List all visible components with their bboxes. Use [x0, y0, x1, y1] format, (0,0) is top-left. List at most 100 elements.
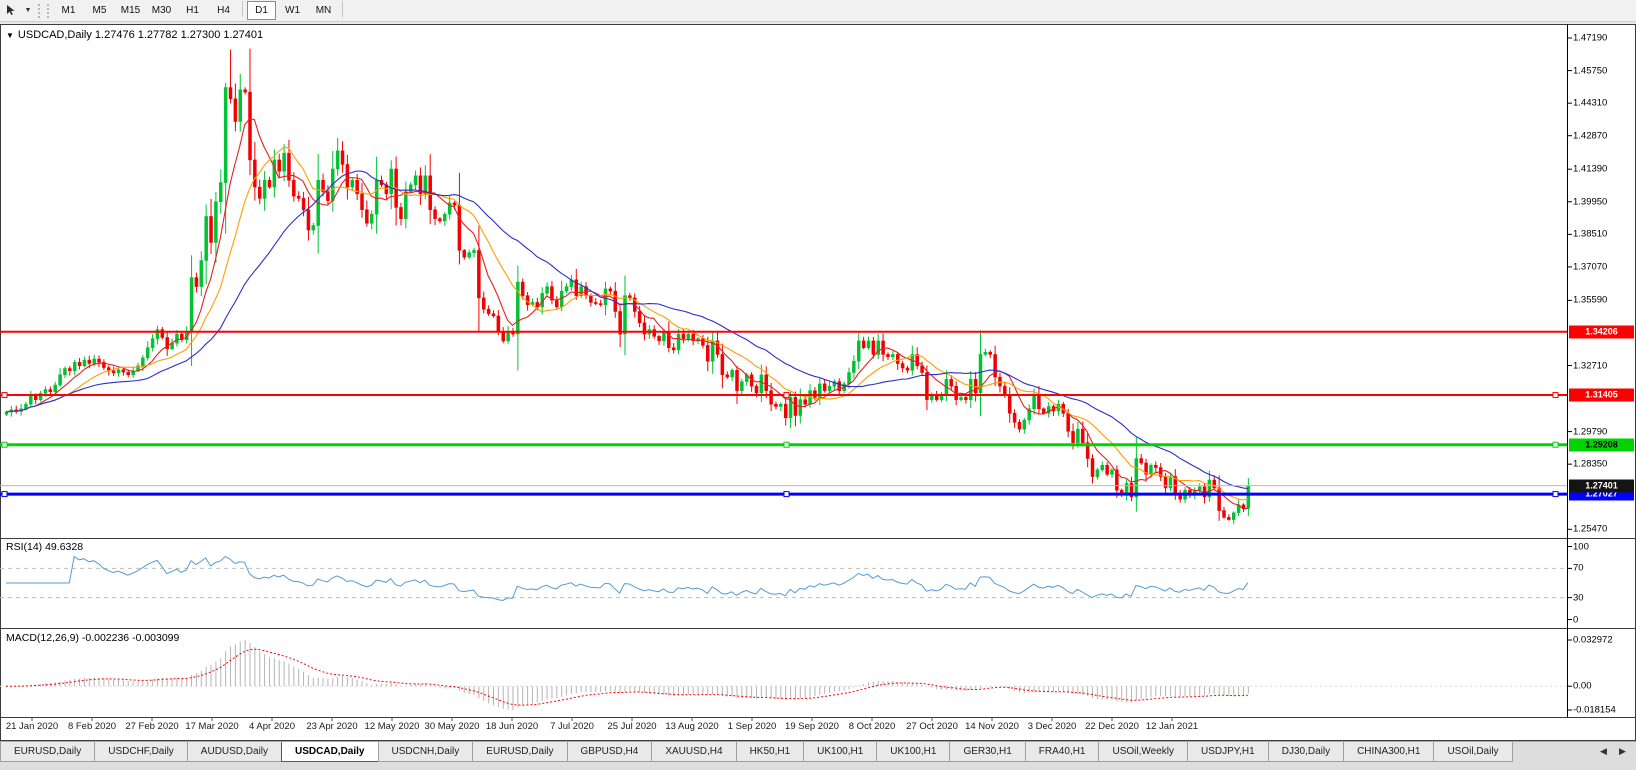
- chart-tab-USOil-Weekly[interactable]: USOil,Weekly: [1098, 742, 1188, 762]
- candle: [1168, 476, 1173, 489]
- candle: [1197, 486, 1202, 491]
- chart-tab-USDJPY-H1[interactable]: USDJPY,H1: [1186, 742, 1269, 762]
- candle: [1110, 469, 1114, 475]
- timeframe-button-W1[interactable]: W1: [285, 5, 300, 16]
- candle: [1105, 465, 1109, 475]
- candle: [433, 209, 437, 219]
- line-handle[interactable]: [1, 491, 8, 498]
- tab-scroll-right-icon[interactable]: ▶: [1619, 746, 1626, 756]
- line-handle[interactable]: [783, 491, 790, 498]
- chart-tab-FRA40-H1[interactable]: FRA40,H1: [1024, 742, 1100, 762]
- candle: [370, 213, 374, 224]
- chart-tab-EURUSD-Daily[interactable]: EURUSD,Daily: [0, 742, 96, 762]
- timeframe-button-M1[interactable]: M1: [61, 5, 76, 16]
- candle: [1212, 479, 1217, 489]
- candle: [993, 354, 997, 378]
- chart-window[interactable]: [0, 24, 1636, 741]
- chart-tab-EURUSD-Daily[interactable]: EURUSD,Daily: [472, 742, 568, 762]
- chart-tab-UK100-H1[interactable]: UK100,H1: [876, 742, 951, 762]
- candle: [102, 362, 106, 368]
- chart-tab-CHINA300-H1[interactable]: CHINA300,H1: [1343, 742, 1435, 762]
- candle: [335, 150, 340, 170]
- dropdown-arrow-icon[interactable]: ▼: [24, 7, 32, 14]
- candle: [1154, 465, 1158, 468]
- candle: [340, 150, 345, 165]
- candle: [248, 91, 252, 161]
- candle: [905, 367, 910, 371]
- line-handle[interactable]: [783, 441, 790, 448]
- candle: [287, 152, 291, 181]
- line-handle[interactable]: [1, 392, 8, 399]
- candle: [832, 381, 837, 387]
- line-handle[interactable]: [783, 392, 790, 399]
- chart-tab-USOil-Daily[interactable]: USOil,Daily: [1433, 742, 1513, 762]
- candle: [1144, 462, 1148, 475]
- candle: [321, 180, 325, 192]
- candle: [423, 175, 428, 195]
- chart-tab-UK100-H1[interactable]: UK100,H1: [803, 742, 878, 762]
- candle: [618, 311, 622, 335]
- candle: [48, 389, 53, 393]
- candle: [1066, 413, 1070, 432]
- candle: [68, 368, 72, 371]
- line-handle[interactable]: [1, 441, 8, 448]
- candle: [1163, 476, 1168, 489]
- line-handle[interactable]: [1552, 392, 1559, 399]
- candle: [774, 403, 778, 407]
- candle: [1076, 428, 1080, 443]
- cursor-tool-icon[interactable]: [0, 1, 22, 20]
- chart-tab-USDCHF-Daily[interactable]: USDCHF,Daily: [94, 742, 188, 762]
- timeframe-buttons-group: M1 M5 M15 M30 H1 H4 D1 W1 MN: [53, 1, 346, 20]
- toolbar-grip-handle[interactable]: [38, 3, 49, 18]
- candle: [326, 191, 330, 201]
- candle: [33, 396, 38, 400]
- candle: [949, 379, 954, 387]
- candle: [871, 340, 876, 355]
- candle: [467, 252, 471, 258]
- candle: [691, 333, 695, 342]
- chart-tab-HK50-H1[interactable]: HK50,H1: [735, 742, 805, 762]
- timeframe-button-D1[interactable]: D1: [247, 1, 276, 20]
- candle: [360, 193, 364, 210]
- candle: [180, 333, 184, 341]
- tab-scroll-left-icon[interactable]: ◀: [1600, 746, 1607, 756]
- candle: [706, 345, 710, 362]
- candle: [301, 198, 306, 210]
- candle: [978, 354, 983, 394]
- candle: [1227, 517, 1231, 520]
- candle: [399, 207, 403, 219]
- line-handle[interactable]: [1552, 491, 1559, 498]
- chart-tab-USDCAD-Daily[interactable]: USDCAD,Daily: [281, 742, 379, 762]
- timeframe-button-M5[interactable]: M5: [92, 5, 107, 16]
- timeframe-button-MN[interactable]: MN: [315, 5, 332, 16]
- candle: [82, 359, 87, 367]
- chart-tab-DJ30-Daily[interactable]: DJ30,Daily: [1267, 742, 1345, 762]
- timeframe-button-H1[interactable]: H1: [186, 5, 199, 16]
- candle: [374, 180, 379, 215]
- candle: [998, 376, 1002, 387]
- candle: [798, 399, 803, 416]
- candle: [443, 213, 447, 222]
- candle: [87, 359, 92, 364]
- timeframe-button-M30[interactable]: M30: [151, 5, 172, 16]
- candle: [910, 354, 915, 371]
- candle: [720, 354, 725, 376]
- chart-tab-AUDUSD-Daily[interactable]: AUDUSD,Daily: [186, 742, 283, 762]
- candle: [175, 333, 179, 344]
- candle: [852, 360, 856, 373]
- timeframe-button-H4[interactable]: H4: [217, 5, 230, 16]
- candle: [506, 331, 510, 342]
- candle: [725, 374, 730, 378]
- chart-tab-GBPUSD-H4[interactable]: GBPUSD,H4: [566, 742, 653, 762]
- candle: [199, 260, 204, 287]
- candle: [145, 347, 150, 359]
- chart-tab-GER30-H1[interactable]: GER30,H1: [949, 742, 1026, 762]
- candle: [783, 403, 788, 419]
- line-handle[interactable]: [1552, 441, 1559, 448]
- candle: [818, 383, 822, 398]
- timeframe-button-M15[interactable]: M15: [120, 5, 141, 16]
- chart-tab-XAUUSD-H4[interactable]: XAUUSD,H4: [651, 742, 737, 762]
- chart-tab-USDCNH-Daily[interactable]: USDCNH,Daily: [377, 742, 474, 762]
- candle: [881, 340, 885, 355]
